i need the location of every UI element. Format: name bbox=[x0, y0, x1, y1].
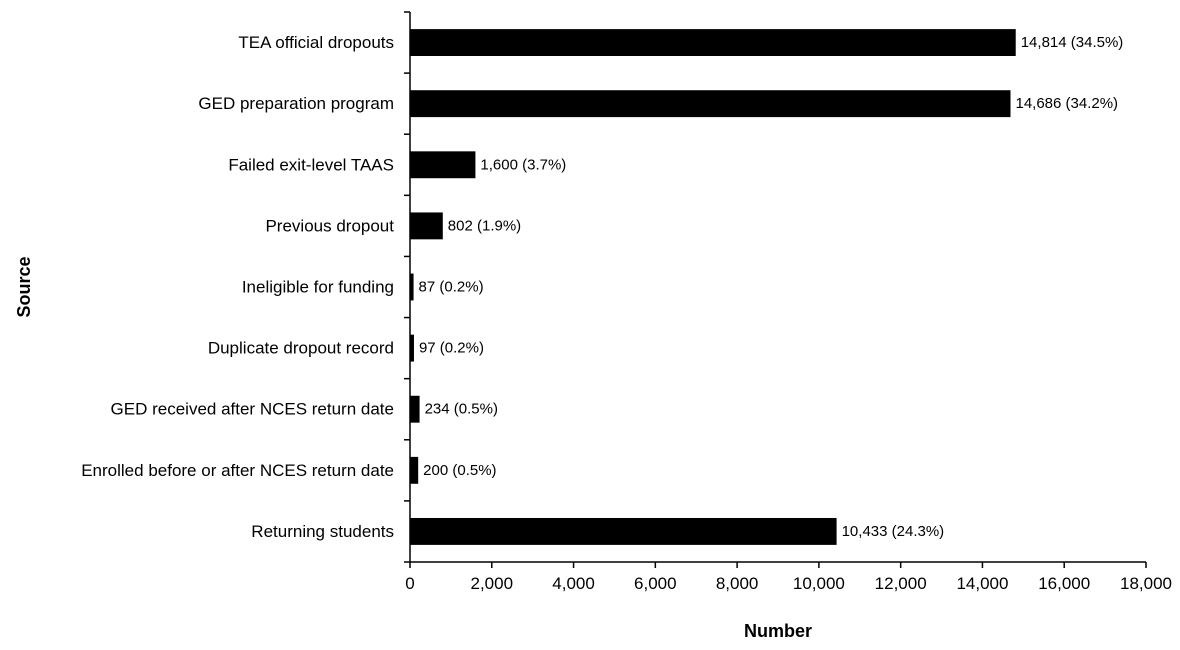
category-label: GED preparation program bbox=[198, 94, 394, 113]
bar bbox=[410, 334, 414, 362]
x-tick-label: 4,000 bbox=[552, 574, 595, 593]
y-axis-title: Source bbox=[14, 256, 34, 317]
category-label: Enrolled before or after NCES return dat… bbox=[81, 461, 394, 480]
data-label: 10,433 (24.3%) bbox=[842, 523, 945, 540]
x-tick-label: 18,000 bbox=[1120, 574, 1172, 593]
axes bbox=[404, 11, 1147, 568]
data-labels: 14,814 (34.5%) 14,686 (34.2%) 1,600 (3.7%)… bbox=[419, 34, 1124, 540]
bar bbox=[410, 273, 414, 301]
category-label: Failed exit-level TAAS bbox=[228, 155, 394, 174]
category-label: Previous dropout bbox=[265, 216, 394, 235]
category-label: Duplicate dropout record bbox=[208, 339, 394, 358]
x-tick-label: 8,000 bbox=[716, 574, 759, 593]
x-tick-label: 16,000 bbox=[1038, 574, 1090, 593]
bars-group bbox=[410, 29, 1016, 545]
x-tick-label: 0 bbox=[405, 574, 414, 593]
bar bbox=[410, 456, 419, 484]
category-label: TEA official dropouts bbox=[238, 33, 394, 52]
x-tick-labels: 0 2,000 4,000 6,000 8,000 10,000 12,000 14,000 1… bbox=[405, 574, 1172, 593]
data-label: 87 (0.2%) bbox=[419, 279, 484, 296]
bar bbox=[410, 151, 476, 179]
bar bbox=[410, 395, 420, 423]
data-label: 234 (0.5%) bbox=[425, 401, 498, 418]
category-label: GED received after NCES return date bbox=[111, 400, 394, 419]
bar bbox=[410, 90, 1011, 118]
bar bbox=[410, 29, 1016, 56]
bar bbox=[410, 212, 443, 240]
data-label: 802 (1.9%) bbox=[448, 217, 521, 234]
x-axis-title: Number bbox=[744, 621, 812, 641]
data-label: 14,814 (34.5%) bbox=[1021, 34, 1124, 51]
data-label: 1,600 (3.7%) bbox=[480, 156, 566, 173]
x-tick-label: 12,000 bbox=[875, 574, 927, 593]
x-tick-label: 14,000 bbox=[956, 574, 1008, 593]
x-tick-label: 10,000 bbox=[793, 574, 845, 593]
bar bbox=[410, 518, 837, 545]
category-labels: TEA official dropouts GED preparation pro… bbox=[81, 33, 394, 541]
data-label: 200 (0.5%) bbox=[423, 462, 496, 479]
category-label: Returning students bbox=[251, 522, 394, 541]
data-label: 97 (0.2%) bbox=[419, 340, 484, 357]
x-tick-label: 6,000 bbox=[634, 574, 677, 593]
data-label: 14,686 (34.2%) bbox=[1015, 95, 1118, 112]
category-label: Ineligible for funding bbox=[242, 278, 394, 297]
x-tick-label: 2,000 bbox=[471, 574, 514, 593]
